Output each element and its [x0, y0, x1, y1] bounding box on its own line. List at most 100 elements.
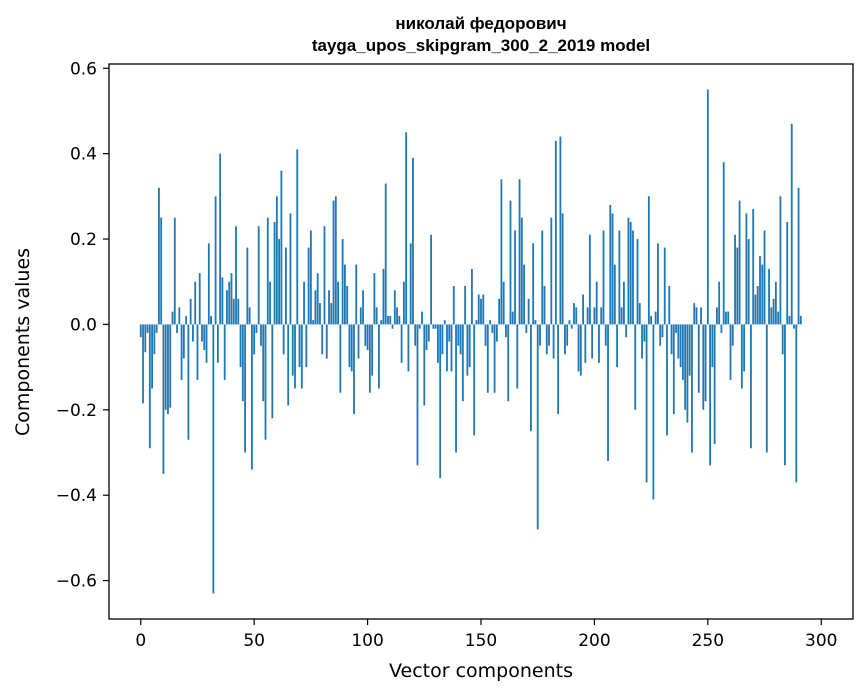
bar-281 [777, 311, 780, 325]
bar-186 [561, 213, 564, 325]
bar-201 [595, 281, 598, 325]
bar-40 [230, 273, 233, 325]
bar-57 [269, 281, 271, 325]
bar-173 [532, 243, 535, 325]
bar-214 [625, 324, 628, 338]
bar-290 [797, 187, 800, 325]
bar-94 [353, 324, 355, 415]
bar-277 [768, 268, 770, 325]
bar-159 [500, 179, 503, 325]
bar-107 [382, 268, 385, 325]
bar-110 [389, 315, 392, 325]
bar-189 [568, 320, 571, 325]
bar-284 [784, 324, 786, 466]
bar-291 [799, 315, 802, 325]
bar-198 [588, 234, 591, 325]
bar-174 [534, 320, 537, 325]
bar-175 [536, 324, 539, 530]
bar-141 [459, 324, 462, 355]
bar-273 [759, 256, 761, 325]
bar-2 [144, 324, 147, 353]
bar-8 [158, 187, 160, 325]
bar-70 [298, 324, 301, 368]
bar-43 [237, 298, 240, 325]
bar-217 [632, 230, 634, 325]
bar-135 [446, 324, 448, 372]
x-tick-label: 250 [692, 631, 724, 651]
bar-87 [337, 281, 339, 325]
bar-203 [600, 307, 603, 325]
bar-154 [489, 320, 491, 325]
bar-55 [264, 324, 267, 440]
y-axis-label: Components values [12, 248, 34, 436]
bar-21 [187, 324, 190, 440]
bar-232 [666, 324, 668, 436]
bar-235 [672, 324, 675, 415]
bar-42 [235, 226, 237, 325]
bar-229 [659, 324, 662, 346]
bar-137 [450, 324, 453, 372]
bar-19 [182, 324, 185, 359]
bar-219 [636, 239, 639, 325]
bar-67 [291, 324, 294, 376]
bar-86 [334, 196, 337, 325]
bar-120 [412, 157, 414, 325]
bar-187 [564, 324, 566, 355]
bar-216 [629, 221, 632, 325]
bar-182 [552, 324, 555, 359]
bar-7 [155, 324, 158, 333]
chart-title-line2: tayga_upos_skipgram_300_2_2019 model [312, 36, 650, 55]
bar-166 [516, 324, 519, 389]
bar-209 [613, 264, 616, 325]
bar-96 [357, 324, 360, 359]
bar-76 [312, 320, 315, 325]
bar-193 [577, 324, 580, 372]
bar-271 [754, 294, 757, 325]
bar-99 [364, 324, 367, 346]
bar-54 [262, 324, 265, 402]
bar-220 [638, 303, 641, 325]
bar-15 [173, 217, 176, 325]
bar-257 [722, 162, 725, 325]
bar-155 [491, 324, 494, 333]
bar-3 [146, 324, 149, 333]
bar-106 [380, 320, 383, 325]
bar-172 [530, 324, 532, 432]
bar-240 [684, 324, 687, 410]
bar-196 [584, 324, 587, 363]
bar-101 [368, 324, 371, 393]
bar-221 [641, 324, 643, 359]
bar-233 [668, 286, 671, 325]
bar-245 [695, 307, 698, 325]
bar-89 [341, 239, 344, 325]
bar-272 [756, 286, 759, 325]
bar-210 [616, 324, 618, 368]
bar-16 [176, 324, 178, 333]
bar-286 [788, 315, 791, 325]
bar-109 [387, 315, 389, 325]
bar-84 [330, 303, 333, 325]
bar-85 [332, 200, 335, 325]
bar-4 [148, 324, 151, 449]
bar-75 [309, 230, 312, 325]
bar-171 [527, 298, 530, 325]
bar-128 [430, 234, 432, 325]
bar-114 [398, 315, 401, 325]
bar-126 [425, 324, 428, 351]
bar-53 [260, 324, 262, 346]
bar-83 [328, 290, 330, 325]
bar-188 [566, 324, 569, 346]
bar-95 [355, 264, 358, 325]
bar-244 [693, 303, 696, 325]
bar-167 [518, 179, 521, 325]
bar-287 [790, 123, 793, 325]
bar-247 [700, 307, 702, 325]
bar-251 [709, 324, 711, 466]
bar-46 [244, 324, 246, 453]
bar-88 [339, 324, 342, 393]
bar-158 [498, 298, 501, 325]
bar-127 [427, 324, 430, 342]
bar-260 [729, 324, 732, 380]
bar-145 [468, 324, 471, 368]
